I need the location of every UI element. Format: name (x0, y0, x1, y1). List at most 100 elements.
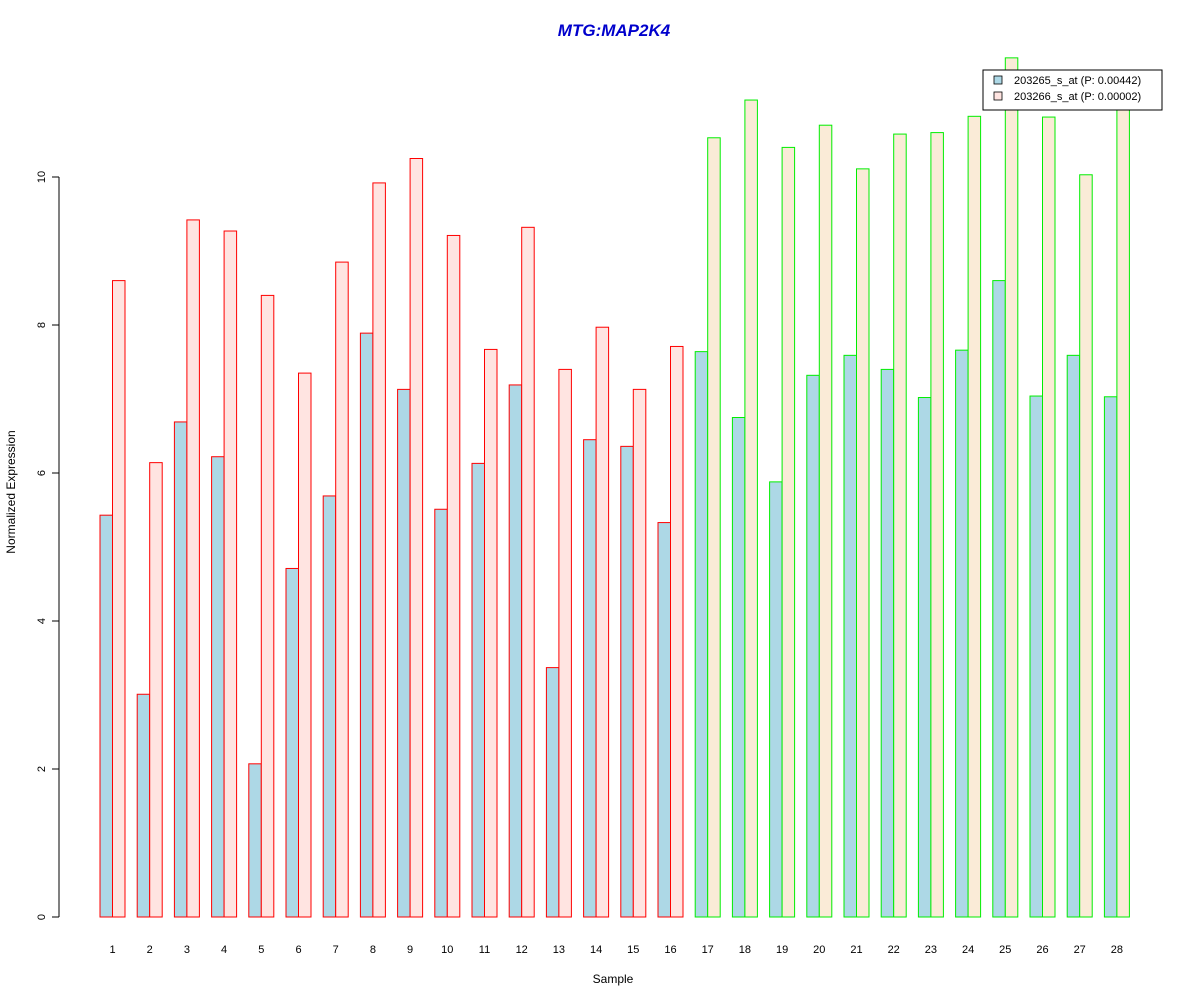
y-axis-label: Normalized Expression (4, 430, 18, 553)
bar-203266-sample-2 (149, 462, 163, 918)
x-tick-label: 23 (925, 944, 937, 956)
x-tick-label: 19 (776, 944, 788, 956)
bar-203266-sample-15 (632, 388, 647, 918)
legend-label-2: 203266_s_at (P: 0.00002) (1014, 91, 1141, 103)
y-tick-label: 0 (36, 914, 48, 920)
bar-203265-sample-24 (955, 349, 969, 918)
x-tick-label: 10 (441, 944, 453, 956)
bar-203265-sample-10 (434, 508, 448, 918)
x-tick-label: 15 (627, 944, 639, 956)
bar-203265-sample-26 (1029, 395, 1043, 918)
bar-203265-sample-21 (843, 354, 857, 918)
x-tick-label: 20 (813, 944, 825, 956)
bar-203265-sample-17 (694, 351, 709, 918)
bar-203266-sample-11 (484, 348, 498, 918)
x-tick-label: 11 (479, 944, 490, 956)
bar-203265-sample-12 (508, 384, 523, 918)
x-tick-label: 14 (590, 944, 602, 956)
bar-203265-sample-25 (992, 280, 1006, 918)
x-tick-label: 17 (702, 944, 714, 956)
x-tick-label: 26 (1036, 944, 1048, 956)
x-tick-label: 5 (258, 944, 264, 956)
bar-203266-sample-23 (930, 132, 944, 918)
bar-203265-sample-4 (211, 456, 225, 918)
x-axis-label: Sample (593, 972, 634, 986)
bar-203266-sample-3 (186, 219, 200, 918)
bar-203265-sample-9 (397, 388, 411, 918)
bar-203266-sample-26 (1042, 116, 1056, 918)
x-tick-label: 4 (221, 944, 227, 956)
legend-swatch-2 (993, 91, 1003, 101)
x-tick-label: 7 (333, 944, 339, 956)
bar-203266-sample-19 (781, 146, 796, 918)
bar-203266-sample-6 (298, 372, 312, 918)
x-tick-labels: 1 2 3 4 5 6 7 8 9 10 11 12 13 14 15 16 17 18 19 20 21 22 23 24 2… (109, 944, 1123, 956)
x-tick-label: 6 (295, 944, 301, 956)
bar-203265-sample-2 (136, 693, 151, 918)
bar-203266-sample-14 (595, 326, 610, 918)
bar-203265-sample-5 (248, 763, 262, 918)
bar-203266-sample-27 (1079, 174, 1093, 918)
x-tick-label: 3 (184, 944, 190, 956)
legend: 203265_s_at (P: 0.00442) 203266_s_at (P:… (982, 69, 1163, 111)
y-tick-label: 2 (36, 766, 48, 772)
bar-203266-sample-8 (372, 182, 386, 918)
y-tick-label: 4 (36, 618, 48, 624)
x-tick-label: 21 (850, 944, 862, 956)
bar-203266-sample-20 (818, 124, 833, 918)
bar-203266-sample-7 (335, 261, 349, 918)
bar-203266-sample-25 (1004, 57, 1019, 918)
x-tick-label: 27 (1074, 944, 1086, 956)
bar-203265-sample-20 (806, 374, 820, 918)
x-tick-label: 2 (147, 944, 153, 956)
bar-203266-sample-5 (260, 294, 275, 918)
bar-203266-sample-24 (967, 115, 982, 918)
bar-203266-sample-28 (1116, 96, 1130, 918)
bar-203265-sample-3 (173, 421, 188, 918)
bar-203265-sample-22 (880, 368, 895, 918)
bar-203265-sample-23 (917, 397, 932, 918)
bars-group (99, 57, 1130, 918)
bar-203265-sample-1 (99, 514, 113, 918)
bar-203266-sample-17 (707, 137, 721, 918)
bar-203265-sample-15 (620, 445, 634, 918)
bar-203266-sample-21 (856, 168, 870, 918)
x-tick-label: 9 (407, 944, 413, 956)
bar-203266-sample-10 (446, 234, 461, 918)
legend-box (982, 69, 1163, 111)
x-tick-label: 24 (962, 944, 974, 956)
bar-203266-sample-12 (521, 226, 535, 918)
x-tick-label: 18 (739, 944, 751, 956)
x-tick-label: 25 (999, 944, 1011, 956)
chart-title: MTG:MAP2K4 (558, 21, 671, 40)
bar-203265-sample-16 (657, 522, 671, 918)
bar-203265-sample-14 (583, 439, 597, 918)
legend-swatch-1 (993, 75, 1003, 85)
y-tick-label: 6 (36, 470, 48, 476)
bar-203266-sample-13 (558, 368, 572, 918)
bar-203266-sample-4 (223, 230, 238, 918)
x-tick-label: 1 (109, 944, 115, 956)
bar-203266-sample-22 (893, 133, 907, 918)
legend-label-1: 203265_s_at (P: 0.00442) (1014, 75, 1141, 87)
bar-203265-sample-6 (285, 567, 299, 918)
bar-203265-sample-18 (731, 417, 746, 918)
bar-203265-sample-27 (1066, 354, 1081, 918)
bar-203265-sample-8 (359, 332, 374, 918)
x-tick-label: 12 (516, 944, 528, 956)
x-tick-label: 22 (888, 944, 900, 956)
bar-203265-sample-19 (769, 481, 783, 918)
bar-203265-sample-28 (1103, 396, 1118, 918)
y-axis: 0 2 4 6 8 10 (36, 171, 60, 920)
y-tick-label: 8 (36, 322, 48, 328)
x-tick-label: 8 (370, 944, 376, 956)
bar-203266-sample-18 (744, 99, 758, 918)
bar-203265-sample-7 (322, 495, 337, 918)
bar-203266-sample-1 (112, 280, 126, 918)
x-tick-label: 13 (553, 944, 565, 956)
bar-203266-sample-16 (670, 345, 684, 918)
bar-203265-sample-11 (471, 462, 485, 918)
y-tick-label: 10 (36, 171, 48, 183)
x-tick-label: 16 (664, 944, 676, 956)
